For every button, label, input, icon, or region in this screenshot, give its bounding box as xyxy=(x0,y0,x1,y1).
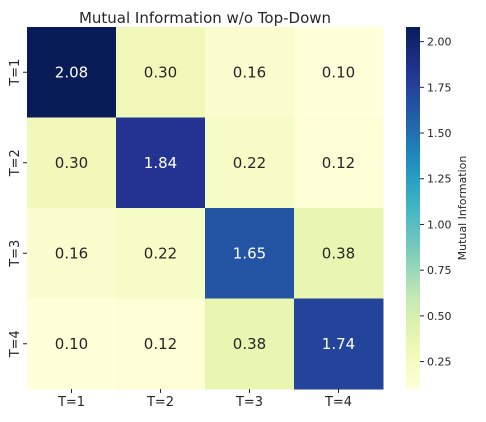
cell-value-label: 0.30 xyxy=(55,154,88,172)
colorbar-tick-label: 0.75 xyxy=(427,264,452,277)
cell-value-label: 0.38 xyxy=(322,244,355,262)
colorbar-tick-label: 1.75 xyxy=(427,81,452,94)
heatmap-cell xyxy=(294,27,384,118)
colorbar-label: Mutual Information xyxy=(456,156,469,261)
heatmap-cell xyxy=(294,117,384,209)
x-axis-ticks: T=1 T=2 T=3 T=4 xyxy=(57,389,352,410)
heatmap-cell xyxy=(294,298,384,390)
heatmap-cell xyxy=(116,27,206,118)
y-tick-label: T=1 xyxy=(8,59,23,87)
colorbar xyxy=(406,27,420,389)
heatmap-cell xyxy=(27,298,117,390)
cell-value-label: 0.30 xyxy=(144,63,177,81)
x-tick-label: T=3 xyxy=(235,395,263,410)
cell-value-label: 0.22 xyxy=(233,154,266,172)
heatmap-cell xyxy=(205,117,295,209)
cell-value-label: 0.10 xyxy=(55,335,88,353)
heatmap-cell xyxy=(116,298,206,390)
cell-value-label: 1.84 xyxy=(144,154,177,172)
y-tick-label: T=3 xyxy=(8,240,23,268)
cell-value-label: 2.08 xyxy=(55,63,88,81)
cell-value-label: 1.74 xyxy=(322,335,355,353)
colorbar-tick-label: 1.50 xyxy=(427,127,452,140)
cell-value-label: 0.16 xyxy=(55,244,88,262)
heatmap-cell xyxy=(27,208,117,299)
y-tick-label: T=4 xyxy=(8,330,23,358)
heatmap-cell xyxy=(205,27,295,118)
heatmap-cell xyxy=(205,208,295,299)
colorbar-ticks: 0.25 0.50 0.75 1.00 1.25 1.50 1.75 2.00 xyxy=(420,36,452,369)
colorbar-tick-label: 2.00 xyxy=(427,36,452,49)
heatmap-cell xyxy=(116,208,206,299)
cell-value-label: 0.12 xyxy=(144,335,177,353)
cell-value-label: 0.38 xyxy=(233,335,266,353)
x-tick-label: T=1 xyxy=(57,395,85,410)
heatmap-cell xyxy=(116,117,206,209)
heatmap-cell xyxy=(294,208,384,299)
heatmap-cell xyxy=(27,117,117,209)
cell-value-label: 1.65 xyxy=(233,244,266,262)
x-tick-label: T=4 xyxy=(324,395,352,410)
cell-value-label: 0.12 xyxy=(322,154,355,172)
cell-value-label: 0.22 xyxy=(144,244,177,262)
y-tick-label: T=2 xyxy=(8,149,23,177)
cell-value-label: 0.16 xyxy=(233,63,266,81)
heatmap-cell xyxy=(205,298,295,390)
colorbar-tick-label: 0.25 xyxy=(427,356,452,369)
x-tick-label: T=2 xyxy=(146,395,174,410)
heatmap-cell xyxy=(27,27,117,118)
colorbar-tick-label: 0.50 xyxy=(427,310,452,323)
colorbar-tick-label: 1.25 xyxy=(427,173,452,186)
heatmap-cells: 2.08 0.30 0.16 0.10 0.30 1.84 0.22 0.12 0.16 0.22… xyxy=(27,27,384,390)
chart-title: Mutual Information w/o Top-Down xyxy=(79,9,331,27)
colorbar-tick-label: 1.00 xyxy=(427,218,452,231)
y-axis-ticks: T=1 T=2 T=3 T=4 xyxy=(8,59,27,358)
cell-value-label: 0.10 xyxy=(322,63,355,81)
